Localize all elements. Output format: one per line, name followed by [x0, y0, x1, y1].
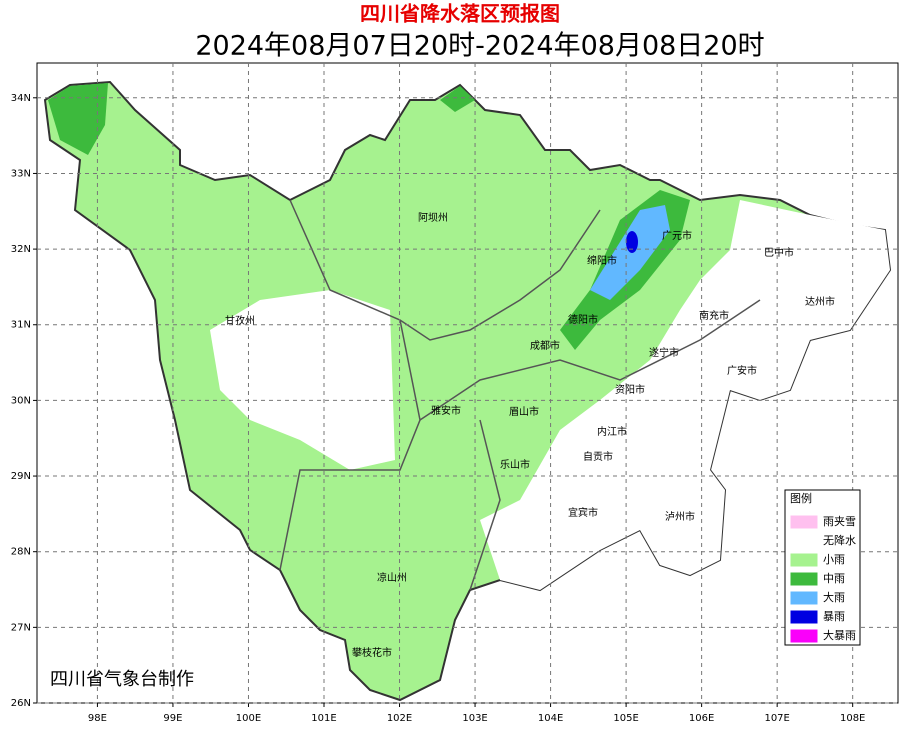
- place-label: 眉山市: [509, 405, 539, 418]
- place-label: 乐山市: [500, 458, 530, 471]
- place-label: 成都市: [530, 339, 560, 352]
- prefecture-borders: [279, 319, 421, 571]
- legend-swatch: [789, 609, 819, 625]
- place-label: 巴中市: [764, 246, 794, 259]
- place-label: 宜宾市: [568, 506, 598, 519]
- place-label: 内江市: [597, 425, 627, 438]
- x-tick-label: 103E: [462, 713, 487, 724]
- rainstorm-core: [626, 231, 638, 253]
- place-label: 广安市: [727, 364, 757, 377]
- legend-label: 大雨: [823, 590, 845, 604]
- dry-east: [480, 200, 890, 590]
- place-label: 南充市: [699, 309, 729, 322]
- legend-label: 小雨: [823, 553, 845, 566]
- y-tick-label: 28N: [11, 547, 31, 558]
- y-tick-label: 32N: [11, 244, 31, 255]
- place-label: 自贡市: [583, 450, 613, 463]
- place-label: 达州市: [805, 295, 835, 308]
- place-label: 遂宁市: [649, 346, 679, 359]
- prefecture-borders: [419, 299, 761, 421]
- legend-label: 大暴雨: [823, 628, 856, 642]
- credit: 四川省气象台制作: [50, 669, 194, 690]
- x-tick-label: 100E: [236, 713, 261, 724]
- heavy-band: [590, 205, 670, 300]
- legend-title: 图例: [790, 491, 812, 505]
- moderate-north: [440, 86, 475, 112]
- x-tick-label: 105E: [613, 713, 638, 724]
- legend-swatch: [790, 534, 818, 548]
- x-tick-label: 107E: [764, 713, 789, 724]
- map-regions: [43, 80, 892, 702]
- x-tick-label: 104E: [538, 713, 563, 724]
- legend-label: 暴雨: [823, 610, 845, 623]
- legend-label: 无降水: [823, 533, 856, 547]
- place-label: 德阳市: [568, 313, 598, 326]
- place-label: 绵阳市: [587, 254, 617, 267]
- y-tick-label: 33N: [11, 168, 31, 179]
- grid: 98E 99E 100E 101E 102E 103E 104E 105E 106E 107E 10…: [11, 63, 898, 724]
- place-label: 资阳市: [615, 383, 645, 396]
- x-tick-label: 101E: [311, 713, 336, 724]
- x-tick-label: 102E: [387, 713, 412, 724]
- place-label: 雅安市: [431, 404, 461, 417]
- legend-swatch: [789, 571, 819, 587]
- legend-swatch: [789, 552, 819, 568]
- subtitle: 2024年08月07日20时-2024年08月08日20时: [195, 31, 764, 62]
- x-tick-label: 108E: [840, 713, 865, 724]
- title: 四川省降水落区预报图: [360, 2, 560, 26]
- x-tick-label: 99E: [163, 713, 182, 724]
- y-tick-label: 30N: [11, 395, 31, 406]
- dry-west: [210, 290, 395, 470]
- y-tick-label: 26N: [11, 698, 31, 709]
- place-label: 甘孜州: [225, 314, 255, 327]
- y-tick-label: 34N: [11, 93, 31, 104]
- place-label: 凉山州: [377, 571, 407, 584]
- legend-swatch: [789, 514, 819, 530]
- legend-swatch: [789, 590, 819, 606]
- place-label: 攀枝花市: [352, 646, 392, 659]
- prefecture-borders: [289, 199, 601, 341]
- x-tick-label: 106E: [689, 713, 714, 724]
- legend-label: 中雨: [823, 572, 845, 585]
- place-label: 泸州市: [665, 510, 695, 523]
- x-tick-label: 98E: [88, 713, 107, 724]
- legend-swatch: [789, 628, 819, 644]
- prefecture-borders: [469, 419, 501, 591]
- moderate-nw: [48, 83, 108, 155]
- y-tick-label: 31N: [11, 320, 31, 331]
- place-label: 广元市: [662, 229, 692, 242]
- y-tick-label: 29N: [11, 471, 31, 482]
- y-tick-label: 27N: [11, 622, 31, 633]
- place-label: 阿坝州: [418, 212, 448, 224]
- legend-label: 雨夹雪: [823, 515, 856, 528]
